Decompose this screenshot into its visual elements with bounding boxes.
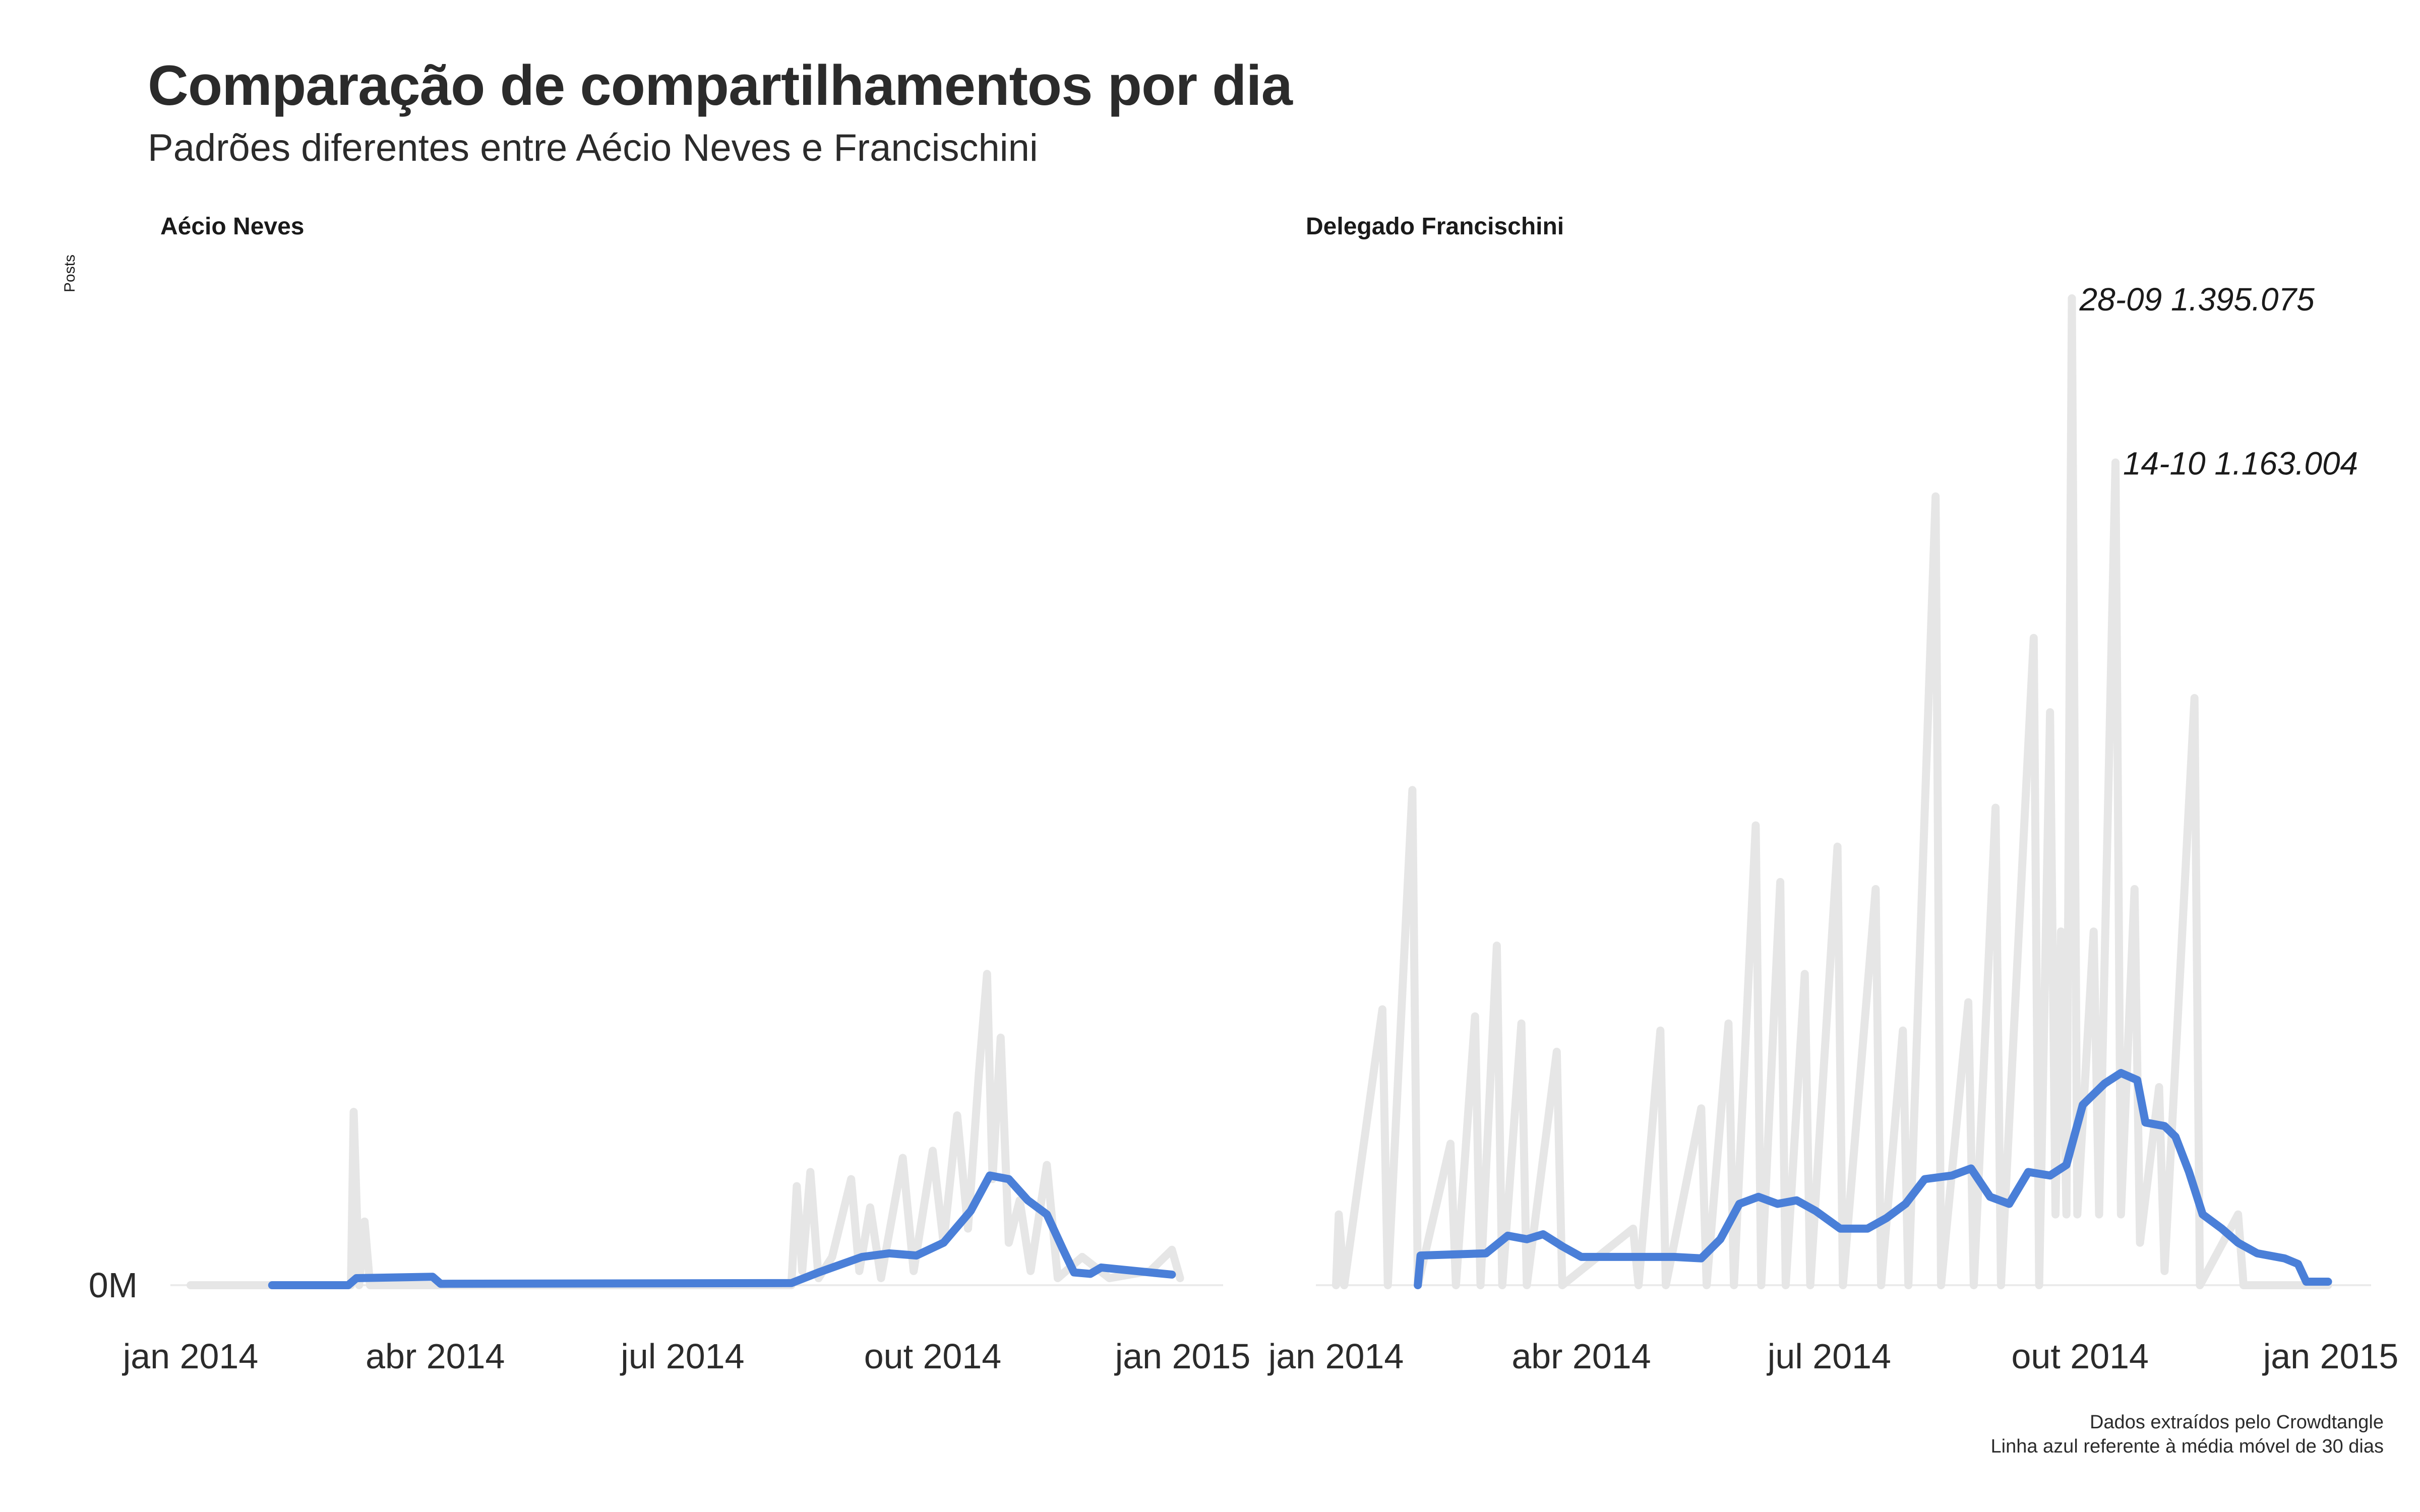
x-tick-label: jul 2014 [1767, 1337, 1891, 1376]
moving-average-line [1414, 1068, 2332, 1289]
daily-series-line [187, 970, 1184, 1289]
daily-series-line [1332, 294, 2332, 1289]
x-tick-label: out 2014 [2011, 1337, 2148, 1376]
caption-line-source: Dados extraídos pelo Crowdtangle [2089, 1412, 2384, 1433]
x-tick-label: jan 2015 [2262, 1337, 2399, 1376]
x-tick-label: out 2014 [864, 1337, 1001, 1376]
moving-average-line [268, 1171, 1176, 1289]
x-tick-label: abr 2014 [1511, 1337, 1651, 1376]
peak-annotation: 14-10 1.163.004 [2123, 446, 2358, 482]
chart-title: Comparação de compartilhamentos por dia [148, 54, 1293, 117]
x-tick-label: jan 2014 [1267, 1337, 1404, 1376]
facet-panel: Aécio Neves jan 2014 abr 2014 jul 2014 out 2… [89, 213, 1251, 1376]
x-tick-label: jan 2015 [1114, 1337, 1251, 1376]
chart-caption: Dados extraídos pelo Crowdtangle Linha a… [1991, 1410, 2384, 1459]
peak-annotation: 28-09 1.395.075 [2079, 281, 2315, 318]
x-tick-label: jul 2014 [620, 1337, 744, 1376]
facet-panel: Delegado Francischini jan 2014 abr 2014 jul… [1267, 213, 2399, 1376]
x-tick-label: jan 2014 [122, 1337, 259, 1376]
y-axis-label: Posts [62, 255, 78, 292]
x-tick-label: abr 2014 [366, 1337, 505, 1376]
facet-strip-label: Delegado Francischini [1306, 213, 1564, 240]
chart-subtitle: Padrões diferentes entre Aécio Neves e F… [148, 127, 1038, 169]
y-tick-label: 0M [89, 1266, 138, 1305]
facet-strip-label: Aécio Neves [160, 213, 305, 240]
caption-line-note: Linha azul referente à média móvel de 30… [1990, 1436, 2384, 1457]
facet-panels: Aécio Neves jan 2014 abr 2014 jul 2014 out 2… [89, 213, 2399, 1376]
